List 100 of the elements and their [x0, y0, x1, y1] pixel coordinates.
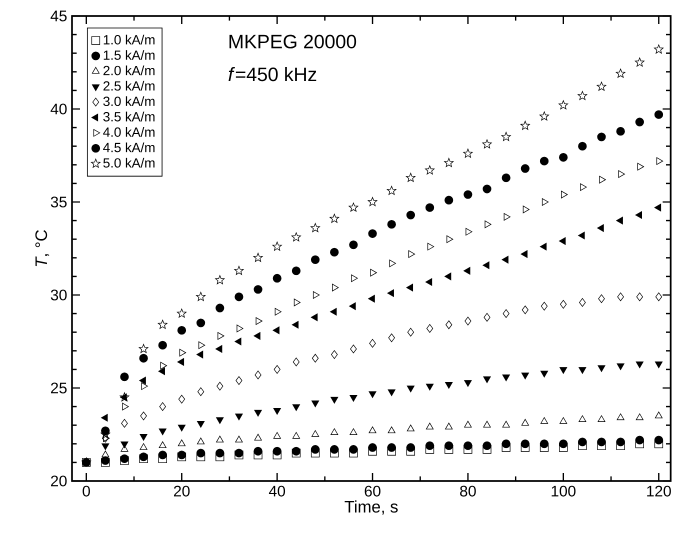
y-tick-label: 20 — [51, 476, 67, 486]
point — [273, 408, 281, 415]
y-axis-title: T, °C — [35, 230, 50, 266]
point — [272, 274, 282, 283]
point — [160, 362, 167, 370]
point — [310, 223, 320, 232]
point — [444, 196, 454, 204]
point — [618, 170, 625, 178]
x-axis-title: Time, s — [344, 500, 398, 515]
point — [616, 363, 624, 370]
point — [330, 448, 339, 458]
point — [139, 376, 146, 384]
legend-label: 4.5 kA/m — [103, 142, 154, 152]
point — [292, 358, 300, 366]
point — [158, 454, 167, 464]
point — [368, 294, 375, 303]
point — [387, 289, 394, 297]
point — [292, 432, 300, 439]
point — [370, 268, 377, 276]
point — [158, 320, 168, 329]
point — [216, 382, 224, 390]
point — [578, 415, 586, 422]
point — [446, 320, 452, 330]
point — [330, 445, 339, 454]
point — [236, 324, 244, 332]
point — [482, 184, 492, 194]
point — [139, 354, 148, 363]
legend-label: 1.0 kA/m — [104, 34, 154, 44]
point — [427, 242, 434, 250]
point — [369, 339, 376, 348]
x-tick-label: 100 — [552, 486, 576, 497]
point — [406, 284, 414, 292]
point — [254, 434, 262, 441]
point — [350, 344, 357, 354]
point — [311, 430, 320, 437]
x-tick-label: 20 — [174, 486, 190, 497]
point — [138, 344, 148, 353]
point — [234, 338, 242, 346]
point — [330, 428, 338, 435]
point — [120, 372, 129, 382]
point — [522, 206, 530, 214]
point — [406, 386, 414, 392]
point — [387, 220, 396, 229]
point — [349, 445, 358, 454]
point — [426, 384, 434, 390]
point — [482, 261, 490, 270]
point — [272, 450, 282, 460]
point — [634, 58, 644, 67]
point — [654, 361, 663, 368]
point — [292, 266, 301, 276]
point — [654, 439, 664, 448]
point — [502, 443, 510, 452]
point — [656, 157, 664, 165]
annotation: f=450 kHz — [228, 67, 316, 82]
point — [597, 441, 606, 450]
point — [388, 426, 396, 434]
point — [426, 324, 434, 333]
point — [408, 250, 416, 258]
point — [120, 441, 128, 448]
point — [560, 417, 568, 424]
point — [464, 380, 472, 387]
point — [444, 445, 454, 454]
point — [464, 316, 472, 326]
point — [635, 211, 642, 219]
point — [598, 415, 606, 422]
point — [521, 419, 529, 426]
point — [504, 213, 510, 221]
point — [654, 412, 663, 418]
point — [406, 446, 416, 456]
point — [235, 414, 243, 420]
point — [159, 402, 166, 411]
point — [637, 162, 644, 170]
point — [310, 314, 318, 322]
point — [387, 446, 396, 456]
point — [484, 220, 492, 228]
point — [294, 298, 301, 306]
point — [310, 445, 320, 454]
point — [597, 438, 606, 446]
point — [215, 275, 225, 284]
point — [635, 118, 644, 126]
legend-label: 5.0 kA/m — [103, 158, 154, 168]
point — [502, 420, 510, 428]
point — [558, 100, 568, 110]
point — [540, 156, 549, 166]
point — [425, 278, 432, 286]
point — [368, 197, 378, 206]
x-tick-label: 0 — [82, 486, 90, 497]
point — [484, 312, 490, 322]
point — [216, 452, 224, 462]
point — [560, 300, 567, 309]
point — [216, 436, 224, 442]
point — [177, 358, 184, 366]
point — [636, 413, 644, 420]
point — [406, 210, 416, 220]
point — [254, 446, 262, 456]
point — [389, 260, 396, 268]
point — [101, 414, 108, 422]
point — [655, 292, 662, 302]
point — [616, 413, 624, 420]
point — [198, 341, 206, 350]
